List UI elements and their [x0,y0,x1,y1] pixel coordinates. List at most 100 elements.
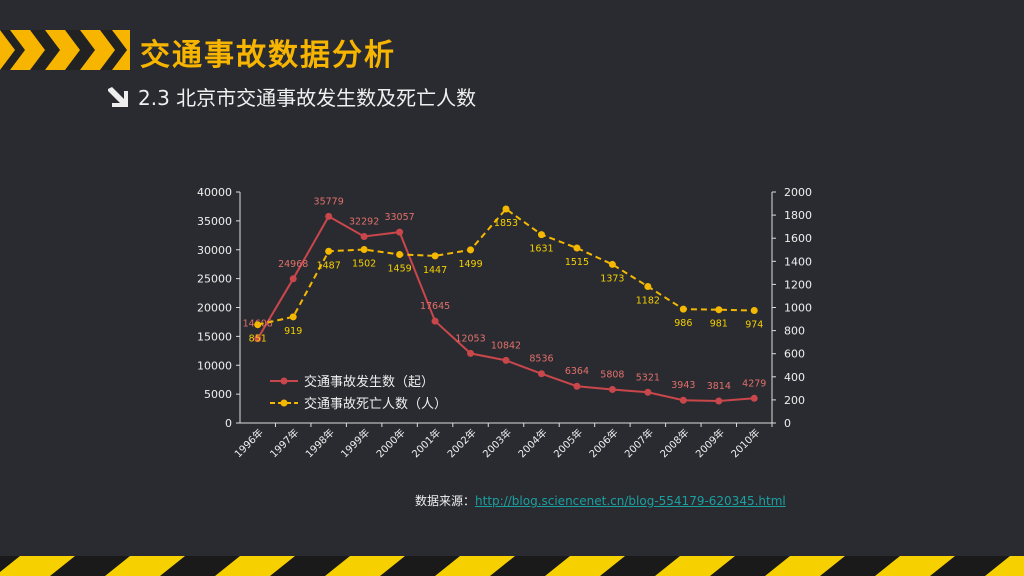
data-point [467,246,475,254]
right-tick-label: 600 [784,348,805,361]
caution-stripe [0,556,1024,576]
data-label: 17645 [420,301,450,312]
x-tick-label: 2002年 [444,426,478,460]
right-tick-label: 2000 [784,186,812,199]
left-tick-label: 10000 [197,359,232,372]
x-tick-label: 2005年 [551,426,585,460]
data-label: 1182 [636,295,660,306]
data-point [289,313,297,321]
data-point [431,252,439,260]
data-point [537,370,545,378]
data-label: 986 [674,318,692,329]
data-label: 1515 [565,257,589,268]
legend-label: 交通事故发生数（起） [304,374,434,390]
x-tick-label: 2007年 [622,426,656,460]
x-tick-label: 1999年 [338,426,372,460]
right-tick-label: 1000 [784,302,812,315]
data-label: 1853 [494,218,518,229]
right-tick-label: 200 [784,394,805,407]
left-tick-label: 25000 [197,273,232,286]
data-label: 1502 [352,259,376,270]
right-tick-label: 1800 [784,209,812,222]
data-point [396,228,404,236]
data-label: 10842 [491,340,521,351]
data-label: 32292 [349,217,379,228]
x-tick-label: 2001年 [409,426,443,460]
data-point [679,396,687,404]
page-title: 交通事故数据分析 [140,38,396,73]
data-label: 5808 [600,369,624,380]
left-tick-label: 35000 [197,215,232,228]
data-point [750,307,758,315]
data-label: 919 [284,326,302,337]
data-label: 6364 [565,366,589,377]
data-label: 3943 [671,380,695,391]
x-tick-label: 2010年 [728,426,762,460]
left-tick-label: 40000 [197,186,232,199]
right-tick-label: 0 [784,417,791,430]
data-point [537,231,545,239]
data-label: 851 [249,334,267,345]
legend-label: 交通事故死亡人数（人） [304,396,447,412]
data-label: 1459 [388,263,412,274]
data-point [289,275,297,283]
data-point [502,356,510,364]
data-point [573,382,581,390]
data-point [360,246,368,254]
data-point [608,385,616,393]
data-point [715,397,723,405]
data-label: 24968 [278,259,308,270]
series-line-1 [257,207,755,326]
x-tick-label: 1997年 [267,426,301,460]
data-point [325,247,333,255]
x-tick-label: 2003年 [480,426,514,460]
right-tick-label: 1400 [784,255,812,268]
data-label: 35779 [314,196,344,207]
data-label: 1487 [317,260,341,271]
x-tick-label: 1996年 [232,426,266,460]
data-point [396,250,404,258]
data-point [254,321,262,329]
data-point [644,388,652,396]
right-tick-label: 400 [784,371,805,384]
data-label: 1447 [423,265,447,276]
x-tick-label: 2009年 [693,426,727,460]
right-tick-label: 1600 [784,232,812,245]
left-tick-label: 20000 [197,302,232,315]
arrow-down-right-icon [108,86,128,107]
data-point [573,244,581,252]
source-note: 数据来源：http://blog.sciencenet.cn/blog-5541… [415,492,786,509]
data-point [502,205,510,213]
data-point [715,306,723,314]
data-point [467,349,475,357]
chevron-banner-icon [0,30,130,70]
data-point [254,335,262,343]
series-line-0 [256,215,755,402]
x-tick-label: 2006年 [586,426,620,460]
data-label: 1499 [458,259,482,270]
data-label: 4279 [742,378,766,389]
data-label: 33057 [384,212,414,223]
data-point [644,282,652,290]
source-link[interactable]: http://blog.sciencenet.cn/blog-554179-62… [475,494,786,508]
data-point [325,212,333,220]
x-tick-label: 2004年 [515,426,549,460]
section-subtitle: 2.3 北京市交通事故发生数及死亡人数 [138,86,477,110]
x-tick-label: 1998年 [303,426,337,460]
left-tick-label: 15000 [197,330,232,343]
x-tick-label: 2008年 [657,426,691,460]
data-label: 981 [710,319,728,330]
data-label: 5321 [636,372,660,383]
left-tick-label: 0 [225,417,232,430]
legend-marker [280,377,288,385]
source-label: 数据来源： [415,494,476,508]
data-point [431,317,439,325]
data-point [608,260,616,268]
data-point [360,233,368,241]
left-tick-label: 30000 [197,244,232,257]
data-point [750,394,758,402]
data-label: 1373 [600,273,624,284]
data-label: 974 [745,320,763,331]
data-point [679,305,687,313]
